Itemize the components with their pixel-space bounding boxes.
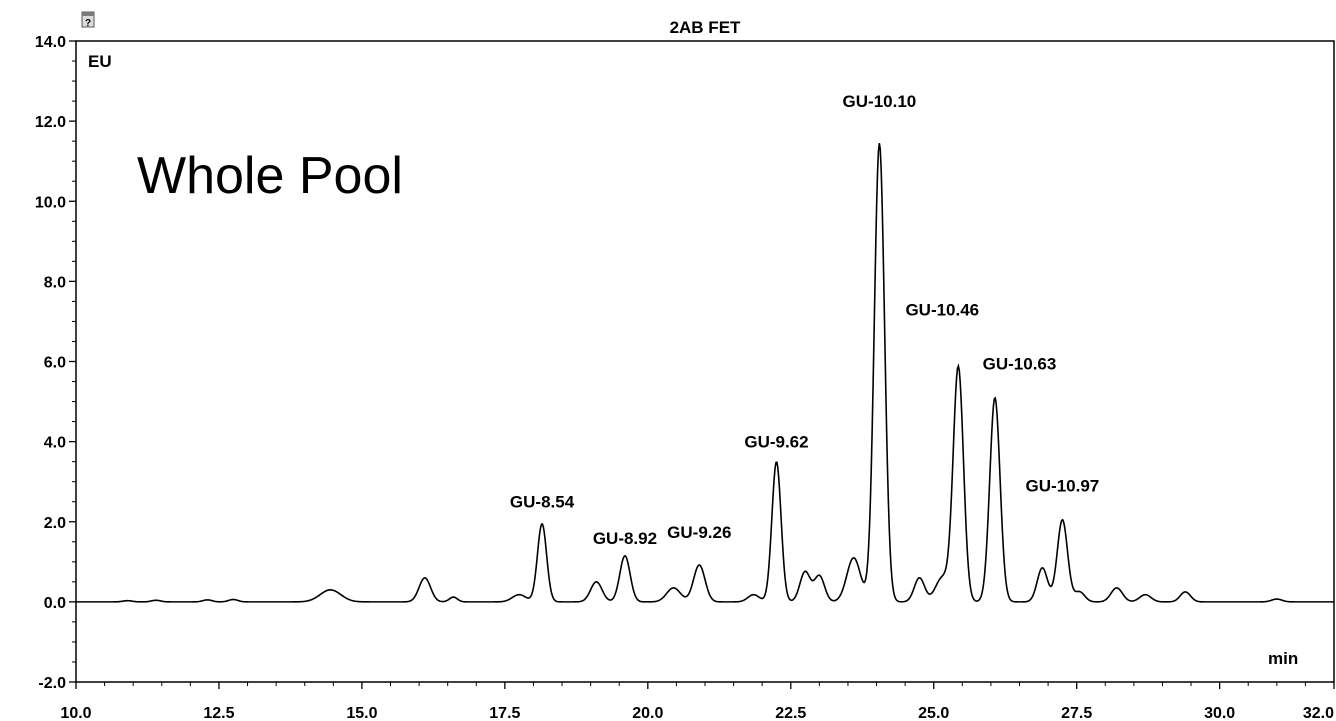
chart-title: 2AB FET [670, 18, 741, 37]
peak-label: GU-9.62 [744, 433, 808, 452]
peak-label: GU-10.97 [1026, 477, 1100, 496]
peak-label: GU-9.26 [667, 523, 731, 542]
y-tick-label: 14.0 [35, 34, 66, 51]
x-tick-label: 32.0 [1303, 705, 1334, 721]
y-tick-label: 2.0 [44, 515, 66, 532]
sample-annotation: Whole Pool [137, 147, 403, 205]
y-tick-label: 0.0 [44, 595, 66, 612]
y-axis: 14.0 12.0 10.0 8.0 6.0 4.0 2.0 0.0 -2.0 [35, 34, 76, 692]
x-tick-label: 30.0 [1204, 705, 1235, 721]
x-tick-label: 10.0 [60, 705, 91, 721]
y-tick-label: 10.0 [35, 194, 66, 211]
y-tick-label: 12.0 [35, 114, 66, 131]
peak-label: GU-10.10 [843, 92, 917, 111]
peak-label: GU-10.63 [983, 355, 1057, 374]
x-tick-label: 20.0 [632, 705, 663, 721]
x-tick-label: 22.5 [775, 705, 806, 721]
x-tick-label: 15.0 [346, 705, 377, 721]
question-icon: ? [81, 11, 95, 29]
x-tick-label: 12.5 [203, 705, 234, 721]
x-tick-label: 27.5 [1061, 705, 1092, 721]
x-tick-label: 17.5 [489, 705, 520, 721]
y-tick-label: 6.0 [44, 355, 66, 372]
plot-frame [75, 40, 1335, 683]
peak-labels: GU-8.54 GU-8.92 GU-9.26 GU-9.62 GU-10.10 GU-1… [510, 92, 1099, 548]
y-axis-unit: EU [88, 52, 112, 71]
peak-label: GU-8.92 [593, 529, 657, 548]
x-axis-unit: min [1268, 649, 1298, 668]
chromatogram-trace [76, 143, 1334, 603]
svg-text:?: ? [85, 18, 91, 29]
peak-label: GU-10.46 [905, 300, 979, 319]
y-tick-label: 8.0 [44, 274, 66, 291]
y-tick-label: -2.0 [38, 675, 66, 692]
x-axis: 10.0 12.5 15.0 17.5 20.0 22.5 25.0 27.5 30.0 32.0 [60, 682, 1335, 721]
x-tick-label: 25.0 [918, 705, 949, 721]
peak-label: GU-8.54 [510, 493, 575, 512]
y-tick-label: 4.0 [44, 435, 66, 452]
